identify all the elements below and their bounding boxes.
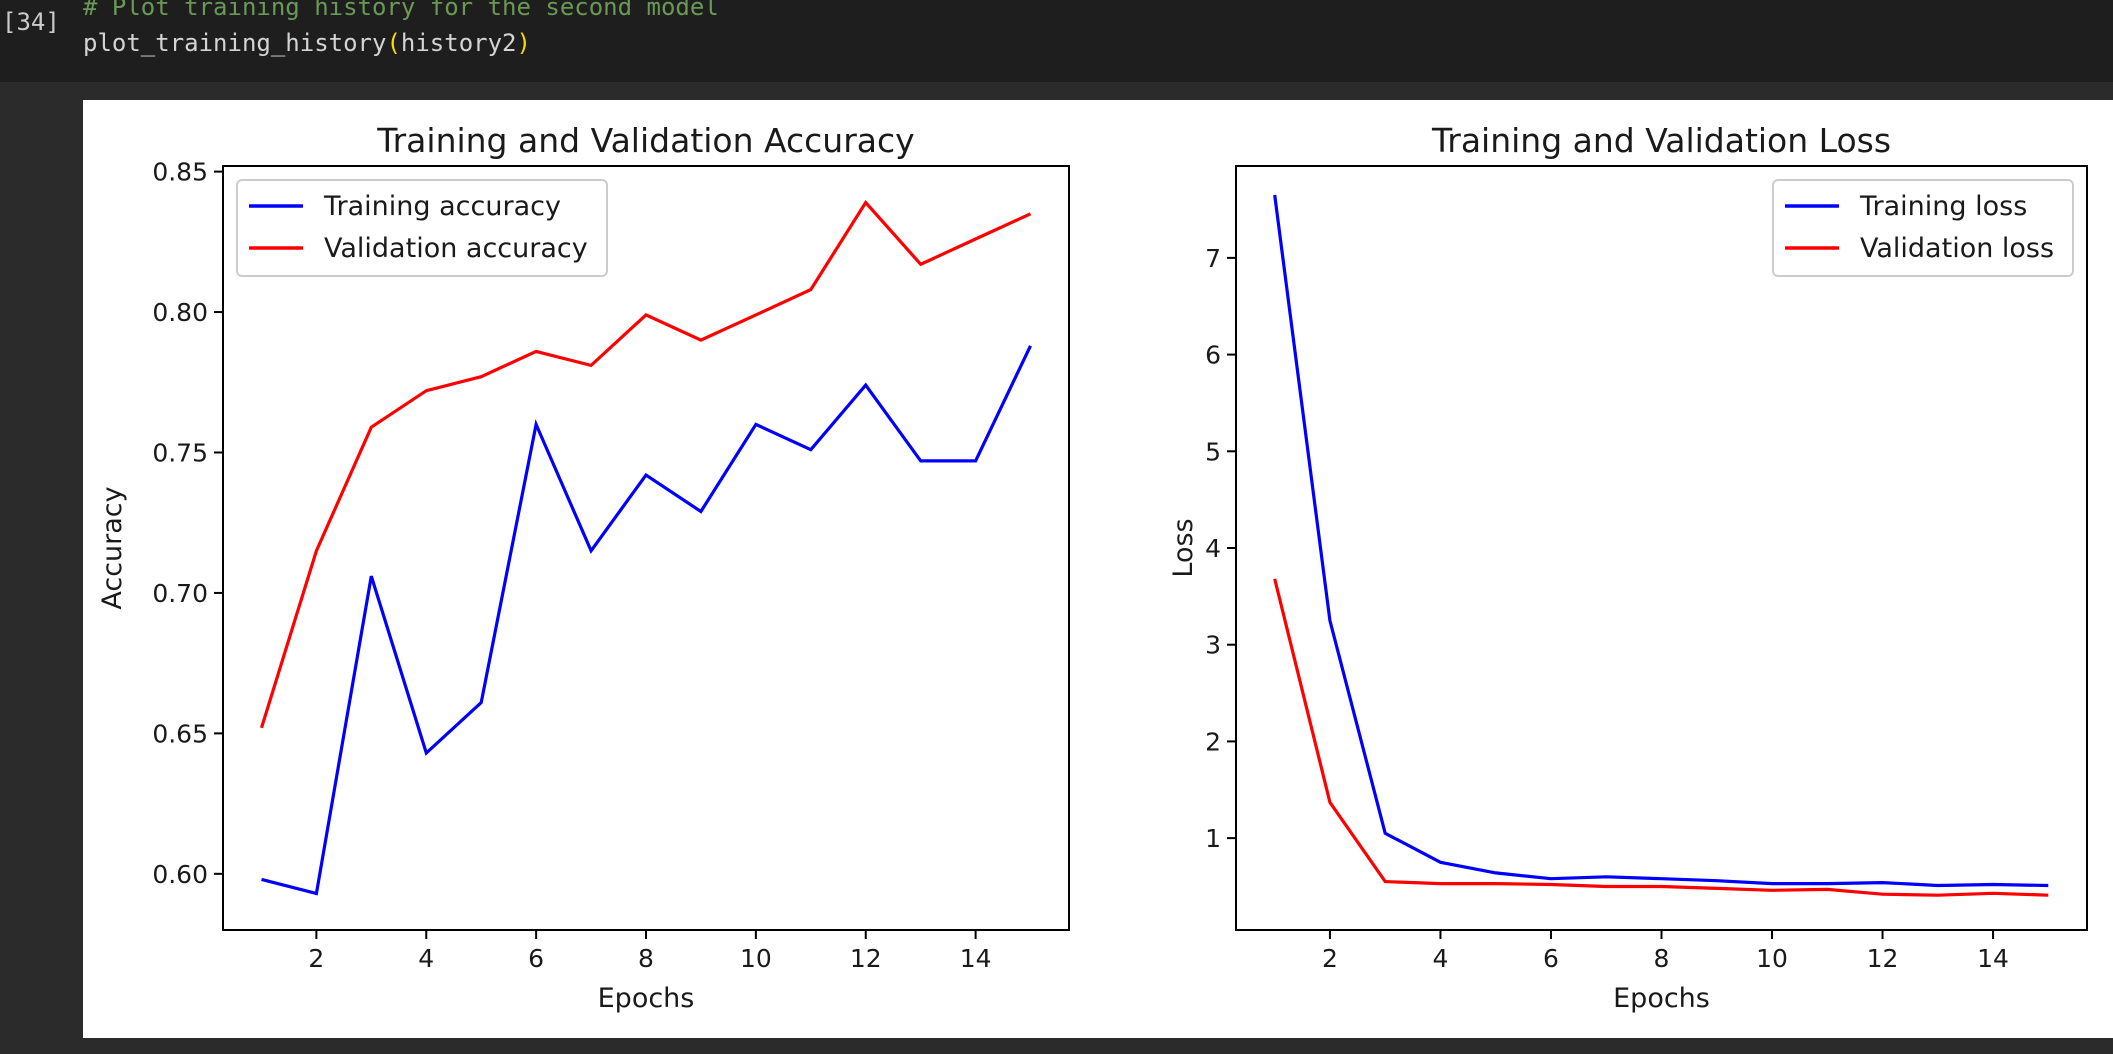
code-function-name: plot_training_history bbox=[83, 29, 387, 57]
code-cell-input[interactable]: [34] # Plot training history for the sec… bbox=[0, 0, 2113, 82]
loss-y-tick-label: 2 bbox=[1205, 727, 1221, 756]
accuracy-legend-box bbox=[236, 179, 608, 277]
accuracy-x-axis-label: Epochs bbox=[598, 983, 695, 1014]
loss-y-tick-label: 6 bbox=[1205, 341, 1221, 370]
accuracy-series-line-2 bbox=[259, 199, 1032, 729]
loss-series-line-2 bbox=[1273, 578, 2049, 897]
accuracy-y-tick-label: 0.60 bbox=[152, 860, 208, 889]
accuracy-y-tick-label: 0.75 bbox=[152, 439, 208, 468]
execution-count: [34] bbox=[2, 8, 60, 36]
loss-y-tick-label: 4 bbox=[1205, 534, 1221, 563]
output-figure: Training and Validation Accuracy 2 4 6 8 10 12… bbox=[83, 100, 2113, 1038]
accuracy-y-tick-label: 0.80 bbox=[152, 298, 208, 327]
loss-legend-label: Validation loss bbox=[1860, 233, 2054, 264]
code-argument: history2 bbox=[400, 29, 517, 57]
loss-x-tick-label: 6 bbox=[1543, 944, 1559, 973]
accuracy-y-tick-label: 0.85 bbox=[152, 158, 208, 187]
accuracy-y-tick-label: 0.70 bbox=[152, 579, 208, 608]
loss-y-axis-label: Loss bbox=[1168, 518, 1199, 577]
loss-y-tick-label: 7 bbox=[1205, 244, 1221, 273]
accuracy-x-tick-label: 2 bbox=[308, 944, 324, 973]
loss-y-tick-label: 1 bbox=[1205, 824, 1221, 853]
accuracy-chart-title: Training and Validation Accuracy bbox=[376, 121, 914, 160]
loss-axes-frame bbox=[1235, 165, 2088, 931]
loss-x-tick-label: 12 bbox=[1867, 944, 1899, 973]
accuracy-series-line-1 bbox=[261, 345, 1032, 896]
accuracy-x-tick-label: 4 bbox=[418, 944, 434, 973]
loss-chart-title: Training and Validation Loss bbox=[1431, 121, 1891, 160]
accuracy-x-tick-label: 8 bbox=[638, 944, 654, 973]
accuracy-x-tick-label: 6 bbox=[528, 944, 544, 973]
accuracy-legend-label: Validation accuracy bbox=[324, 233, 588, 264]
loss-y-tick-label: 3 bbox=[1205, 631, 1221, 660]
loss-x-axis-label: Epochs bbox=[1613, 983, 1710, 1014]
accuracy-x-tick-label: 12 bbox=[850, 944, 882, 973]
accuracy-legend-label: Training accuracy bbox=[323, 191, 561, 222]
loss-legend-label: Training loss bbox=[1859, 191, 2027, 222]
code-comment-line[interactable]: # Plot training history for the second m… bbox=[83, 0, 719, 21]
accuracy-x-tick-label: 14 bbox=[960, 944, 992, 973]
loss-y-tick-label: 5 bbox=[1205, 437, 1221, 466]
code-open-paren: ( bbox=[386, 29, 401, 57]
loss-x-tick-label: 2 bbox=[1322, 944, 1338, 973]
loss-x-tick-label: 4 bbox=[1433, 944, 1449, 973]
loss-x-tick-label: 10 bbox=[1756, 944, 1788, 973]
accuracy-y-axis-label: Accuracy bbox=[97, 486, 128, 609]
code-call-line[interactable]: plot_training_history(history2) bbox=[83, 29, 531, 57]
loss-legend-box bbox=[1772, 179, 2074, 277]
loss-x-tick-label: 14 bbox=[1977, 944, 2009, 973]
code-close-paren: ) bbox=[516, 29, 531, 57]
accuracy-x-tick-label: 10 bbox=[740, 944, 772, 973]
loss-x-tick-label: 8 bbox=[1654, 944, 1670, 973]
accuracy-axes-frame bbox=[222, 165, 1070, 931]
accuracy-y-tick-label: 0.65 bbox=[152, 719, 208, 748]
loss-series-line-1 bbox=[1273, 194, 2049, 888]
